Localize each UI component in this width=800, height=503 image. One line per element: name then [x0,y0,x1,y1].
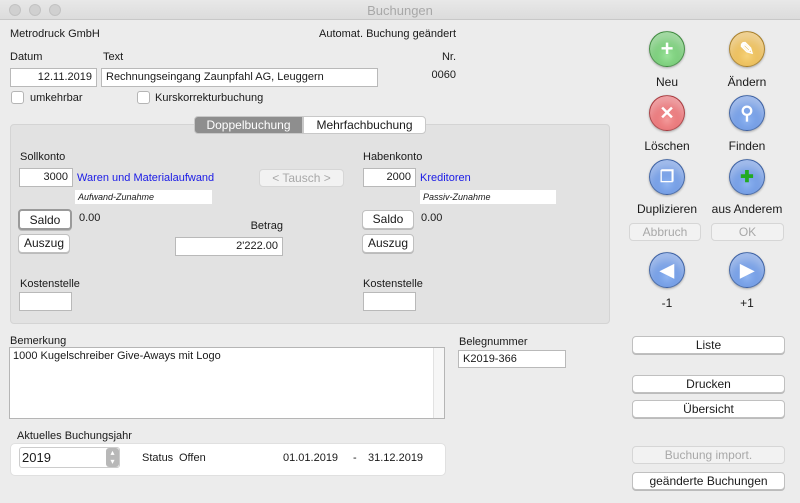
uebersicht-button[interactable]: Übersicht [632,400,785,418]
soll-saldo-button[interactable]: Saldo [18,209,72,230]
haben-kostenstelle-input[interactable] [363,292,416,311]
datum-input[interactable]: 12.11.2019 [10,68,97,87]
loeschen-label: Löschen [644,139,690,153]
haben-saldo-value: 0.00 [421,212,443,224]
sollkonto-input[interactable]: 3000 [19,168,73,187]
kurskorrektur-checkbox[interactable] [137,91,150,104]
finden-search-icon[interactable]: ⚲ [729,95,765,131]
soll-kostenstelle-input[interactable] [19,292,72,311]
liste-button[interactable]: Liste [632,336,785,354]
text-label: Text [103,51,124,63]
previous-label: -1 [661,296,673,310]
kurskorrektur-label: Kurskorrekturbuchung [155,92,264,104]
abbruch-button[interactable]: Abbruch [629,223,701,241]
window-title: Buchungen [367,3,433,18]
text-input[interactable]: Rechnungseingang Zaunpfahl AG, Leuggern [101,68,378,87]
betrag-label: Betrag [250,220,283,232]
close-window-button[interactable] [9,4,21,16]
bemerkung-label: Bemerkung [10,335,67,347]
aendern-pencil-icon[interactable]: ✎ [729,31,765,67]
neu-label: Neu [655,75,678,89]
tausch-button[interactable]: < Tausch > [259,169,344,187]
duplizieren-label: Duplizieren [636,202,698,216]
bemerkung-text: 1000 Kugelschreiber Give-Aways mit Logo [13,350,221,362]
buchung-import-button[interactable]: Buchung import. [632,446,785,464]
haben-kostenstelle-label: Kostenstelle [363,278,423,290]
haben-saldo-button[interactable]: Saldo [362,210,414,229]
period-separator: - [353,452,357,464]
ok-button[interactable]: OK [711,223,784,241]
status-value: Offen [179,452,206,464]
haben-auszug-button[interactable]: Auszug [362,234,414,253]
buchungsjahr-select[interactable]: 2019 [19,447,120,468]
duplizieren-copy-icon[interactable]: ❐ [649,159,685,195]
umkehrbar-label: umkehrbar [30,92,83,104]
habenkonto-input[interactable]: 2000 [363,168,416,187]
belegnummer-label: Belegnummer [459,336,528,348]
soll-kostenstelle-label: Kostenstelle [20,278,80,290]
betrag-input[interactable]: 2'222.00 [175,237,283,256]
previous-arrow-icon[interactable]: ◀ [649,252,685,288]
buchungsjahr-label: Aktuelles Buchungsjahr [17,430,132,442]
company-name: Metrodruck GmbH [10,28,100,40]
soll-saldo-value: 0.00 [79,212,101,224]
buchungsjahr-value: 2019 [22,450,51,465]
umkehrbar-checkbox[interactable] [11,91,24,104]
drucken-button[interactable]: Drucken [632,375,785,393]
finden-label: Finden [728,139,766,153]
sollkonto-name-link[interactable]: Waren und Materialaufwand [77,172,215,184]
habenkonto-name-link[interactable]: Kreditoren [420,172,471,184]
doppelbuchung-panel [10,124,610,324]
aus-anderem-label: aus Anderem [711,202,783,216]
nr-label: Nr. [441,51,456,63]
stepper-chevrons-icon[interactable]: ▴ ▾ [106,448,119,467]
habenkonto-label: Habenkonto [363,151,423,163]
nr-value: 0060 [431,69,456,81]
bemerkung-scrollbar[interactable] [433,348,444,418]
soll-note: Aufwand-Zunahme [75,190,212,204]
period-to: 31.12.2019 [368,452,424,464]
status-text: Automat. Buchung geändert [319,28,456,40]
datum-label: Datum [10,51,43,63]
soll-auszug-button[interactable]: Auszug [18,234,70,253]
period-from: 01.01.2019 [283,452,339,464]
belegnummer-input[interactable]: K2019-366 [458,350,566,368]
next-label: +1 [740,296,754,310]
neu-plus-icon[interactable]: + [649,31,685,67]
loeschen-x-icon[interactable]: ✕ [649,95,685,131]
zoom-window-button[interactable] [49,4,61,16]
aus-anderem-add-document-icon[interactable]: ✚ [729,159,765,195]
tab-doppelbuchung[interactable]: Doppelbuchung [194,116,303,134]
title-bar [0,0,800,20]
aendern-label: Ändern [727,75,767,89]
next-arrow-icon[interactable]: ▶ [729,252,765,288]
bemerkung-textarea[interactable]: 1000 Kugelschreiber Give-Aways mit Logo [9,347,445,419]
geaenderte-buchungen-button[interactable]: geänderte Buchungen [632,472,785,490]
status-label: Status [142,452,174,464]
tab-mehrfachbuchung[interactable]: Mehrfachbuchung [303,116,426,134]
minimize-window-button[interactable] [29,4,41,16]
haben-note: Passiv-Zunahme [420,190,556,204]
sollkonto-label: Sollkonto [20,151,66,163]
